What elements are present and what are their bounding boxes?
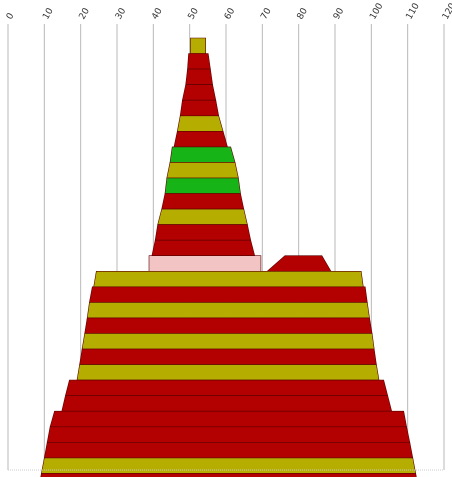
band-olive bbox=[157, 208, 248, 225]
band-olive bbox=[41, 457, 417, 474]
band-red bbox=[89, 286, 368, 303]
band-red bbox=[179, 99, 220, 117]
band-red bbox=[182, 84, 217, 101]
band-red bbox=[65, 379, 389, 397]
band-red bbox=[61, 395, 393, 412]
x-tick-label: 50 bbox=[187, 6, 202, 21]
band-red bbox=[46, 426, 411, 443]
band-olive bbox=[190, 37, 206, 54]
band-red bbox=[84, 317, 373, 334]
band-red bbox=[187, 53, 211, 70]
band-green bbox=[164, 177, 241, 194]
x-tick-label: 20 bbox=[78, 6, 93, 21]
band-red bbox=[161, 193, 245, 210]
x-tick-label: 100 bbox=[368, 1, 385, 21]
band-green bbox=[169, 146, 236, 163]
band-red bbox=[43, 441, 414, 459]
band-red bbox=[49, 410, 407, 428]
band-red bbox=[266, 255, 332, 272]
x-tick-label: 40 bbox=[150, 6, 165, 21]
x-tick-label: 120 bbox=[441, 1, 452, 21]
band-olive bbox=[86, 302, 370, 319]
x-tick-label: 90 bbox=[332, 6, 347, 21]
x-tick-label: 70 bbox=[259, 6, 274, 21]
band-olive bbox=[166, 162, 239, 179]
band-olive bbox=[76, 364, 380, 381]
x-tick-label: 110 bbox=[405, 1, 422, 21]
x-tick-label: 30 bbox=[114, 6, 129, 21]
band-olive bbox=[93, 270, 364, 288]
band-red bbox=[154, 224, 252, 241]
band-olive bbox=[81, 333, 375, 350]
x-tick-label: 0 bbox=[5, 11, 17, 21]
band-red bbox=[151, 239, 256, 256]
band-red bbox=[173, 131, 228, 148]
band-pink bbox=[148, 255, 262, 272]
band-olive bbox=[176, 115, 224, 132]
x-axis-ticks: 0 10 20 30 40 50 60 70 80 90 100 110 120 bbox=[5, 1, 452, 21]
band-red bbox=[185, 68, 213, 85]
x-tick-label: 60 bbox=[223, 6, 238, 21]
x-tick-label: 10 bbox=[41, 6, 56, 21]
x-tick-label: 80 bbox=[296, 6, 311, 21]
band-red bbox=[79, 348, 377, 365]
bands bbox=[40, 37, 417, 477]
band-red bbox=[40, 473, 417, 477]
